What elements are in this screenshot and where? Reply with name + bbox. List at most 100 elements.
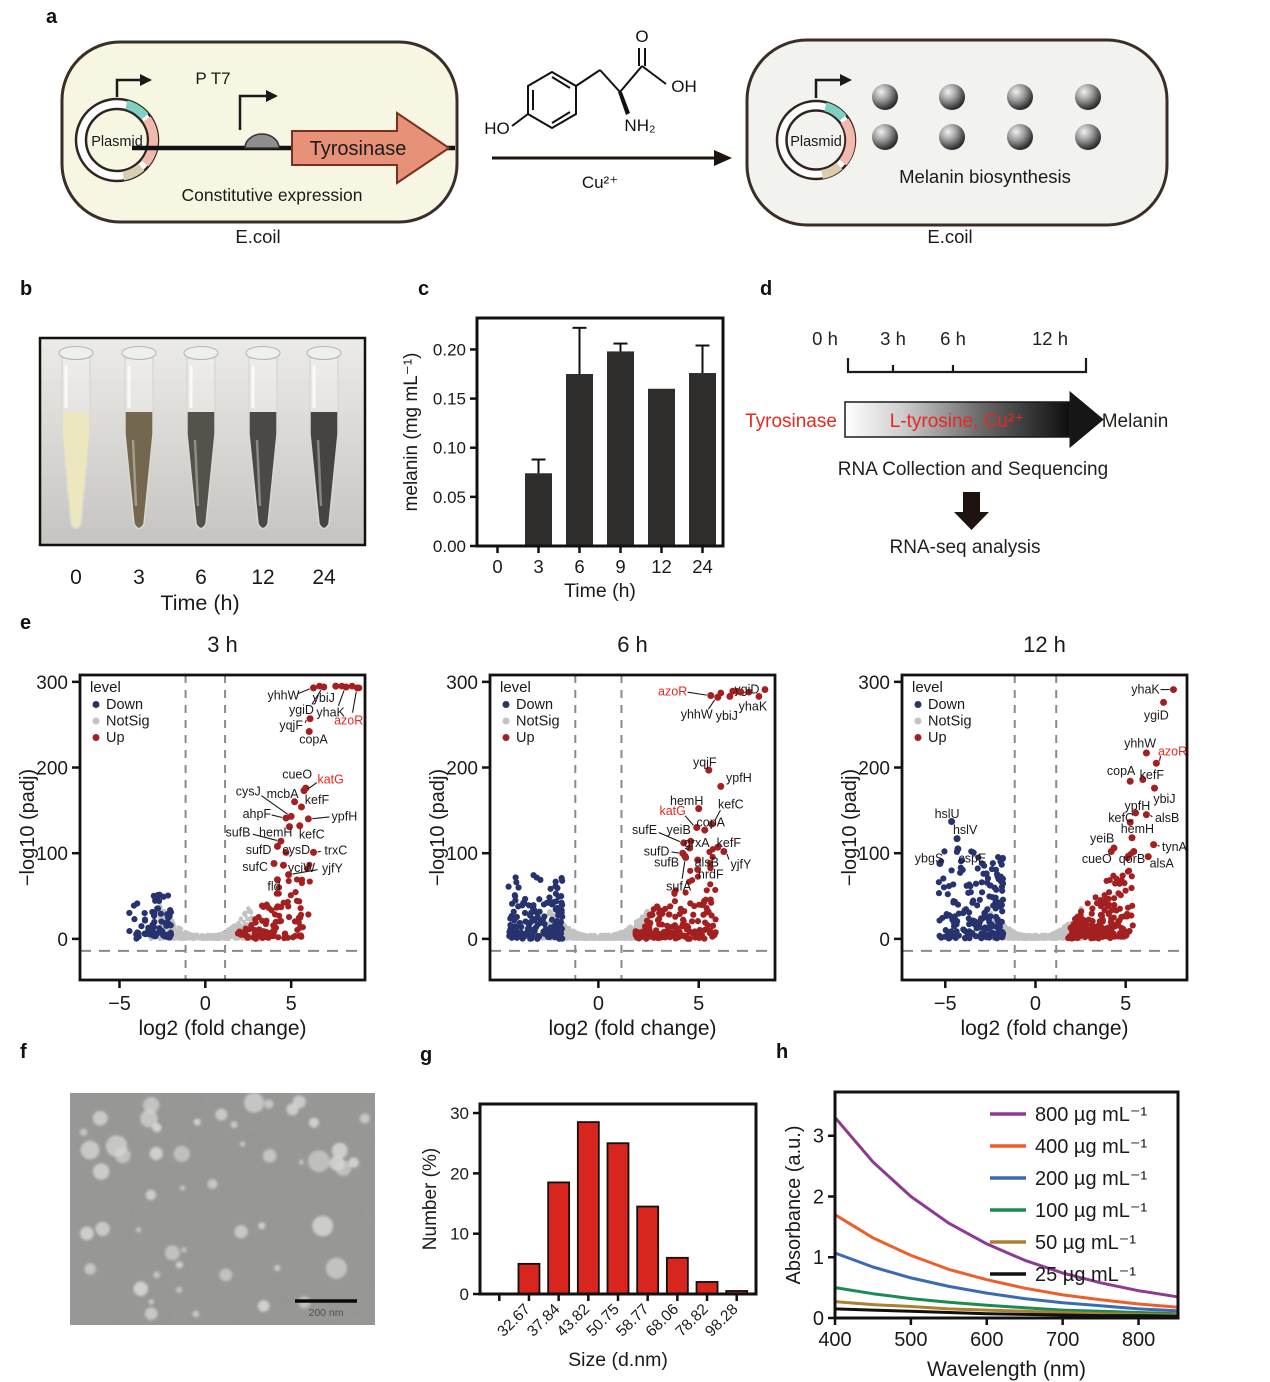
- y-tick-label: 200: [446, 759, 478, 780]
- gene-point: [1128, 834, 1136, 842]
- gene-labels: azoR ygiD yhaK yhhW ybiJ yqjF ypfH hemH kefC katG…: [632, 683, 768, 894]
- x-tick-label: 800: [1122, 1329, 1155, 1351]
- plasmid-right-label: Plasmid: [790, 134, 842, 150]
- gene-label: yqjF: [279, 719, 303, 733]
- x-tick-label: 0: [593, 993, 604, 1015]
- gene-point: [353, 684, 361, 692]
- y-tick-label: 300: [36, 673, 68, 694]
- panel-e-volcano-6h: 6 h azoR ygiD yhaK yhhW ybiJ yqjF ypfH hemH kefC k…: [427, 632, 777, 1040]
- gene-label: alsB: [1155, 811, 1179, 825]
- gene-label: ypfH: [726, 771, 752, 785]
- panel-b-tube-photo: 0 3 6 12 24 Time (h): [38, 336, 367, 615]
- gene-point: [1160, 698, 1168, 706]
- gene-point: [707, 692, 715, 700]
- panel-letter-a: a: [46, 6, 58, 28]
- y-tick-label: 0.00: [433, 537, 466, 556]
- gene-point: [1132, 809, 1140, 817]
- y-tick-label: 0: [460, 1285, 469, 1304]
- gene-point: [1126, 818, 1134, 826]
- x-tick-label: 3: [533, 556, 543, 577]
- bar: [547, 1181, 571, 1295]
- plasmid-left-label: Plasmid: [91, 134, 143, 150]
- gene-label: tynA: [1162, 840, 1188, 854]
- gene-point: [309, 848, 317, 856]
- gene-label: cysD: [282, 843, 310, 857]
- legend-label: NotSig: [106, 714, 150, 730]
- x-axis-label: Wavelength (nm): [927, 1358, 1086, 1381]
- gene-label: kefF: [305, 793, 330, 807]
- gene-point: [694, 856, 702, 864]
- gradient-arrowhead-icon: [1069, 390, 1104, 449]
- gene-label: katG: [317, 773, 343, 787]
- gene-label: copA: [1107, 764, 1136, 778]
- plot-frame: [488, 673, 777, 982]
- y-tick-label: 0: [813, 1308, 824, 1330]
- gene-label: hemH: [1121, 822, 1154, 836]
- gene-label: sufB: [225, 826, 250, 840]
- gene-point: [1144, 853, 1152, 861]
- bar: [606, 1142, 630, 1295]
- gene-point: [305, 728, 313, 736]
- reaction-arrowhead-icon: [714, 150, 732, 166]
- gene-point: [737, 688, 745, 696]
- gene-label: ypfH: [1125, 799, 1151, 813]
- gene-label: copA: [697, 815, 726, 829]
- gene-label: copA: [299, 732, 328, 746]
- gene-point: [708, 820, 716, 828]
- panel-letter-f: f: [20, 1041, 27, 1063]
- gene-point: [282, 814, 290, 822]
- gene-label: azoR: [1158, 744, 1187, 758]
- gene-label: hslU: [935, 807, 960, 821]
- gene-label: yjfY: [322, 862, 344, 876]
- y-tick-label: 0.05: [433, 488, 466, 507]
- time-6h: 6 h: [940, 328, 966, 349]
- x-axis-label: log2 (fold change): [138, 1017, 306, 1040]
- gene-point: [309, 684, 317, 692]
- x-tick-label: 98.28: [702, 1301, 741, 1340]
- gene-point: [953, 835, 961, 843]
- gene-point: [1130, 847, 1138, 855]
- x-tick-label: 700: [1046, 1329, 1079, 1351]
- gene-label: sufA: [666, 880, 692, 894]
- gene-point: [695, 805, 703, 813]
- gene-point: [282, 848, 290, 856]
- y-tick-label: 0.15: [433, 390, 466, 409]
- arrow-substrate-label: L-tyrosine, Cu²⁺: [890, 411, 1025, 432]
- panel-c-melanin-bar-chart: 0.00 0.05 0.10 0.15 0.20 0 3 6 9 12 24 Time (h) mela…: [401, 316, 725, 602]
- gene-label: yeiB: [1090, 832, 1114, 846]
- tube: [121, 346, 157, 530]
- gene-point: [682, 853, 690, 861]
- tyrosinase-gene-arrow: [291, 111, 451, 185]
- panel-letter-h: h: [776, 1041, 789, 1063]
- scale-bar-label: 200 nm: [308, 1307, 343, 1319]
- gene-label: yjfY: [730, 857, 752, 871]
- y-axis-label: −log10 (padj): [427, 769, 449, 886]
- o-label: O: [635, 27, 648, 46]
- x-tick-label: −5: [934, 993, 957, 1015]
- y-tick-label: 0: [879, 930, 890, 951]
- time-label: 6: [195, 566, 207, 589]
- panel-f-tem-image: 200 nm: [70, 1092, 375, 1325]
- cu-label: Cu²⁺: [582, 173, 618, 192]
- gene-label: ybgS: [915, 851, 944, 865]
- gene-label: ybiJ: [1153, 792, 1175, 806]
- gene-label: sufD: [644, 844, 670, 858]
- bar: [607, 351, 634, 546]
- panel-d-workflow: 0 h 3 h 6 h 12 h L-tyrosine, Cu²⁺ Tyrosi…: [745, 328, 1168, 558]
- tube: [245, 346, 281, 530]
- bar: [689, 373, 716, 546]
- gene-point: [273, 842, 281, 850]
- gene-label: trxC: [324, 844, 347, 858]
- legend-label: Up: [516, 730, 535, 746]
- y-tick-label: 1: [813, 1247, 824, 1269]
- gene-label: yhaK: [316, 706, 345, 720]
- legend-label: 50 µg mL⁻¹: [1035, 1232, 1136, 1254]
- gene-label: yhaK: [1131, 683, 1160, 697]
- rna-collection-label: RNA Collection and Sequencing: [838, 459, 1108, 480]
- plot-frame: [900, 673, 1189, 982]
- gene-point: [1150, 841, 1158, 849]
- gene-point: [1152, 759, 1160, 767]
- photo-frame: [38, 336, 367, 547]
- gene-point: [694, 865, 702, 873]
